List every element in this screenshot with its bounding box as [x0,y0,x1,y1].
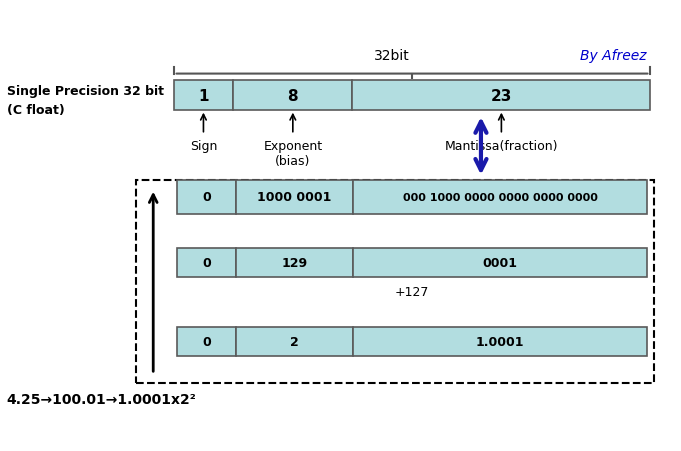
Text: Mantissa(fraction): Mantissa(fraction) [445,140,558,153]
Text: 32bit: 32bit [374,49,409,63]
Text: (C float): (C float) [7,104,65,117]
Text: 23: 23 [491,88,512,103]
FancyBboxPatch shape [174,81,233,110]
Text: 0: 0 [202,256,211,269]
FancyBboxPatch shape [177,248,236,277]
Text: 000 1000 0000 0000 0000 0000: 000 1000 0000 0000 0000 0000 [402,192,597,202]
Text: 1000 0001: 1000 0001 [257,191,332,204]
Text: 129: 129 [281,256,308,269]
FancyBboxPatch shape [353,81,650,110]
Text: 0001: 0001 [483,256,518,269]
FancyBboxPatch shape [353,248,647,277]
FancyBboxPatch shape [177,180,236,214]
Text: 4.25→100.01→1.0001x2²: 4.25→100.01→1.0001x2² [7,392,197,406]
FancyBboxPatch shape [353,327,647,356]
FancyBboxPatch shape [353,180,647,214]
Text: +127: +127 [395,285,429,299]
FancyBboxPatch shape [236,180,353,214]
FancyBboxPatch shape [236,327,353,356]
Text: 0: 0 [202,335,211,348]
Text: 2: 2 [290,335,299,348]
Text: 1.0001: 1.0001 [476,335,524,348]
FancyBboxPatch shape [177,327,236,356]
FancyBboxPatch shape [236,248,353,277]
FancyBboxPatch shape [233,81,353,110]
Text: Single Precision 32 bit: Single Precision 32 bit [7,85,164,98]
Text: 1: 1 [198,88,208,103]
Text: Exponent
(bias): Exponent (bias) [264,140,322,168]
Text: 8: 8 [287,88,298,103]
Text: 0: 0 [202,191,211,204]
Text: Sign: Sign [190,140,217,153]
Text: By Afreez: By Afreez [580,49,647,63]
